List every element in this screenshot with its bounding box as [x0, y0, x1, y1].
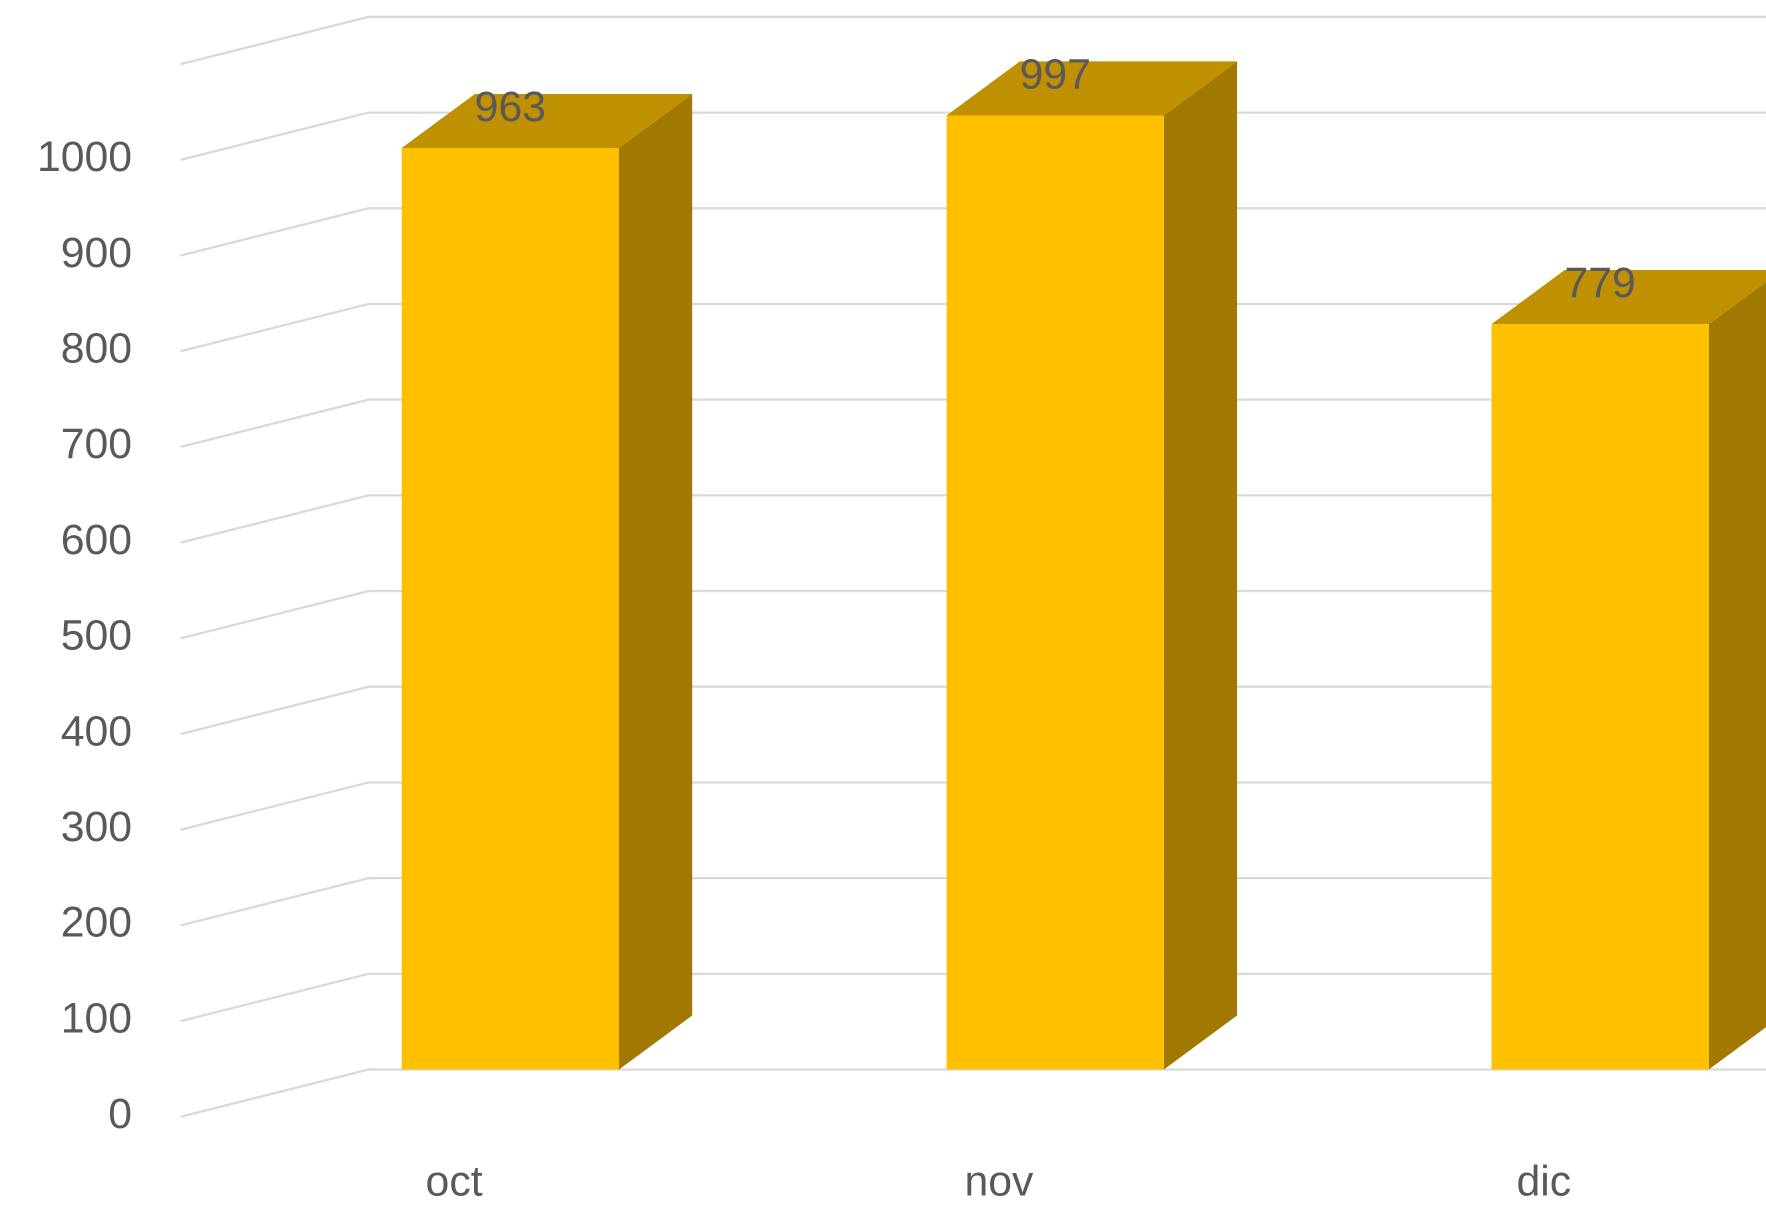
y-tick-label: 500	[61, 612, 132, 660]
grid-line	[180, 877, 1766, 927]
value-label: 779	[1564, 259, 1635, 307]
grid-line	[180, 781, 1766, 831]
y-tick-label: 400	[61, 707, 132, 755]
x-tick-label: dic	[1517, 1158, 1572, 1206]
grid-line	[180, 972, 1766, 1023]
y-tick-label: 600	[61, 516, 132, 564]
bar	[946, 115, 1164, 1070]
bar	[1491, 324, 1709, 1070]
x-tick-label: nov	[964, 1158, 1034, 1206]
bar	[401, 147, 619, 1070]
y-tick-label: 100	[61, 994, 132, 1042]
y-tick-label: 200	[61, 899, 132, 947]
bar-side	[618, 93, 693, 1070]
grid-line	[180, 398, 1766, 449]
bar-top	[1491, 270, 1766, 325]
grid-line	[180, 685, 1766, 736]
grid-line	[180, 494, 1766, 544]
y-tick-label: 300	[61, 803, 132, 851]
y-tick-label: 900	[61, 229, 132, 277]
y-tick-label: 800	[61, 325, 132, 373]
grid-line	[180, 207, 1766, 257]
y-tick-label: 0	[108, 1090, 132, 1138]
grid-line	[180, 111, 1766, 161]
grid-line	[180, 1068, 1766, 1118]
grid-line	[180, 589, 1766, 640]
grid-line	[180, 302, 1766, 353]
value-label: 963	[475, 83, 546, 131]
value-label: 997	[1020, 50, 1091, 98]
y-tick-label: 700	[61, 420, 132, 468]
plot-top-edge	[180, 15, 1766, 66]
bar-side	[1163, 61, 1238, 1070]
x-tick-label: oct	[426, 1158, 483, 1206]
bar-top	[946, 61, 1238, 116]
y-tick-label: 1000	[37, 133, 132, 181]
bar-side	[1708, 281, 1766, 1070]
bar-top	[401, 93, 693, 148]
